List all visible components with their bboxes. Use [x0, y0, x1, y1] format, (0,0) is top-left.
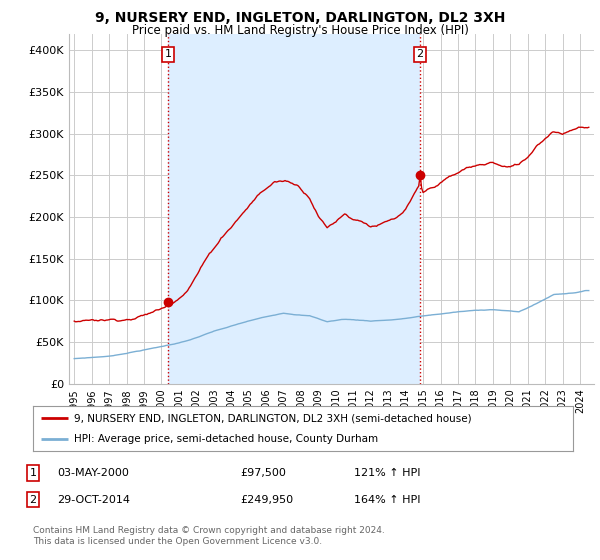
Text: Price paid vs. HM Land Registry's House Price Index (HPI): Price paid vs. HM Land Registry's House …	[131, 24, 469, 36]
Text: Contains HM Land Registry data © Crown copyright and database right 2024.
This d: Contains HM Land Registry data © Crown c…	[33, 526, 385, 546]
Text: 2: 2	[29, 494, 37, 505]
Text: 2: 2	[416, 49, 424, 59]
Text: HPI: Average price, semi-detached house, County Durham: HPI: Average price, semi-detached house,…	[74, 433, 377, 444]
Text: 121% ↑ HPI: 121% ↑ HPI	[354, 468, 421, 478]
Text: 1: 1	[164, 49, 172, 59]
Text: 1: 1	[29, 468, 37, 478]
Text: 03-MAY-2000: 03-MAY-2000	[57, 468, 129, 478]
Text: 9, NURSERY END, INGLETON, DARLINGTON, DL2 3XH (semi-detached house): 9, NURSERY END, INGLETON, DARLINGTON, DL…	[74, 413, 471, 423]
Text: 9, NURSERY END, INGLETON, DARLINGTON, DL2 3XH: 9, NURSERY END, INGLETON, DARLINGTON, DL…	[95, 11, 505, 25]
Bar	[168, 34, 420, 384]
Text: 164% ↑ HPI: 164% ↑ HPI	[354, 494, 421, 505]
Text: 29-OCT-2014: 29-OCT-2014	[57, 494, 130, 505]
Text: £97,500: £97,500	[240, 468, 286, 478]
Text: £249,950: £249,950	[240, 494, 293, 505]
